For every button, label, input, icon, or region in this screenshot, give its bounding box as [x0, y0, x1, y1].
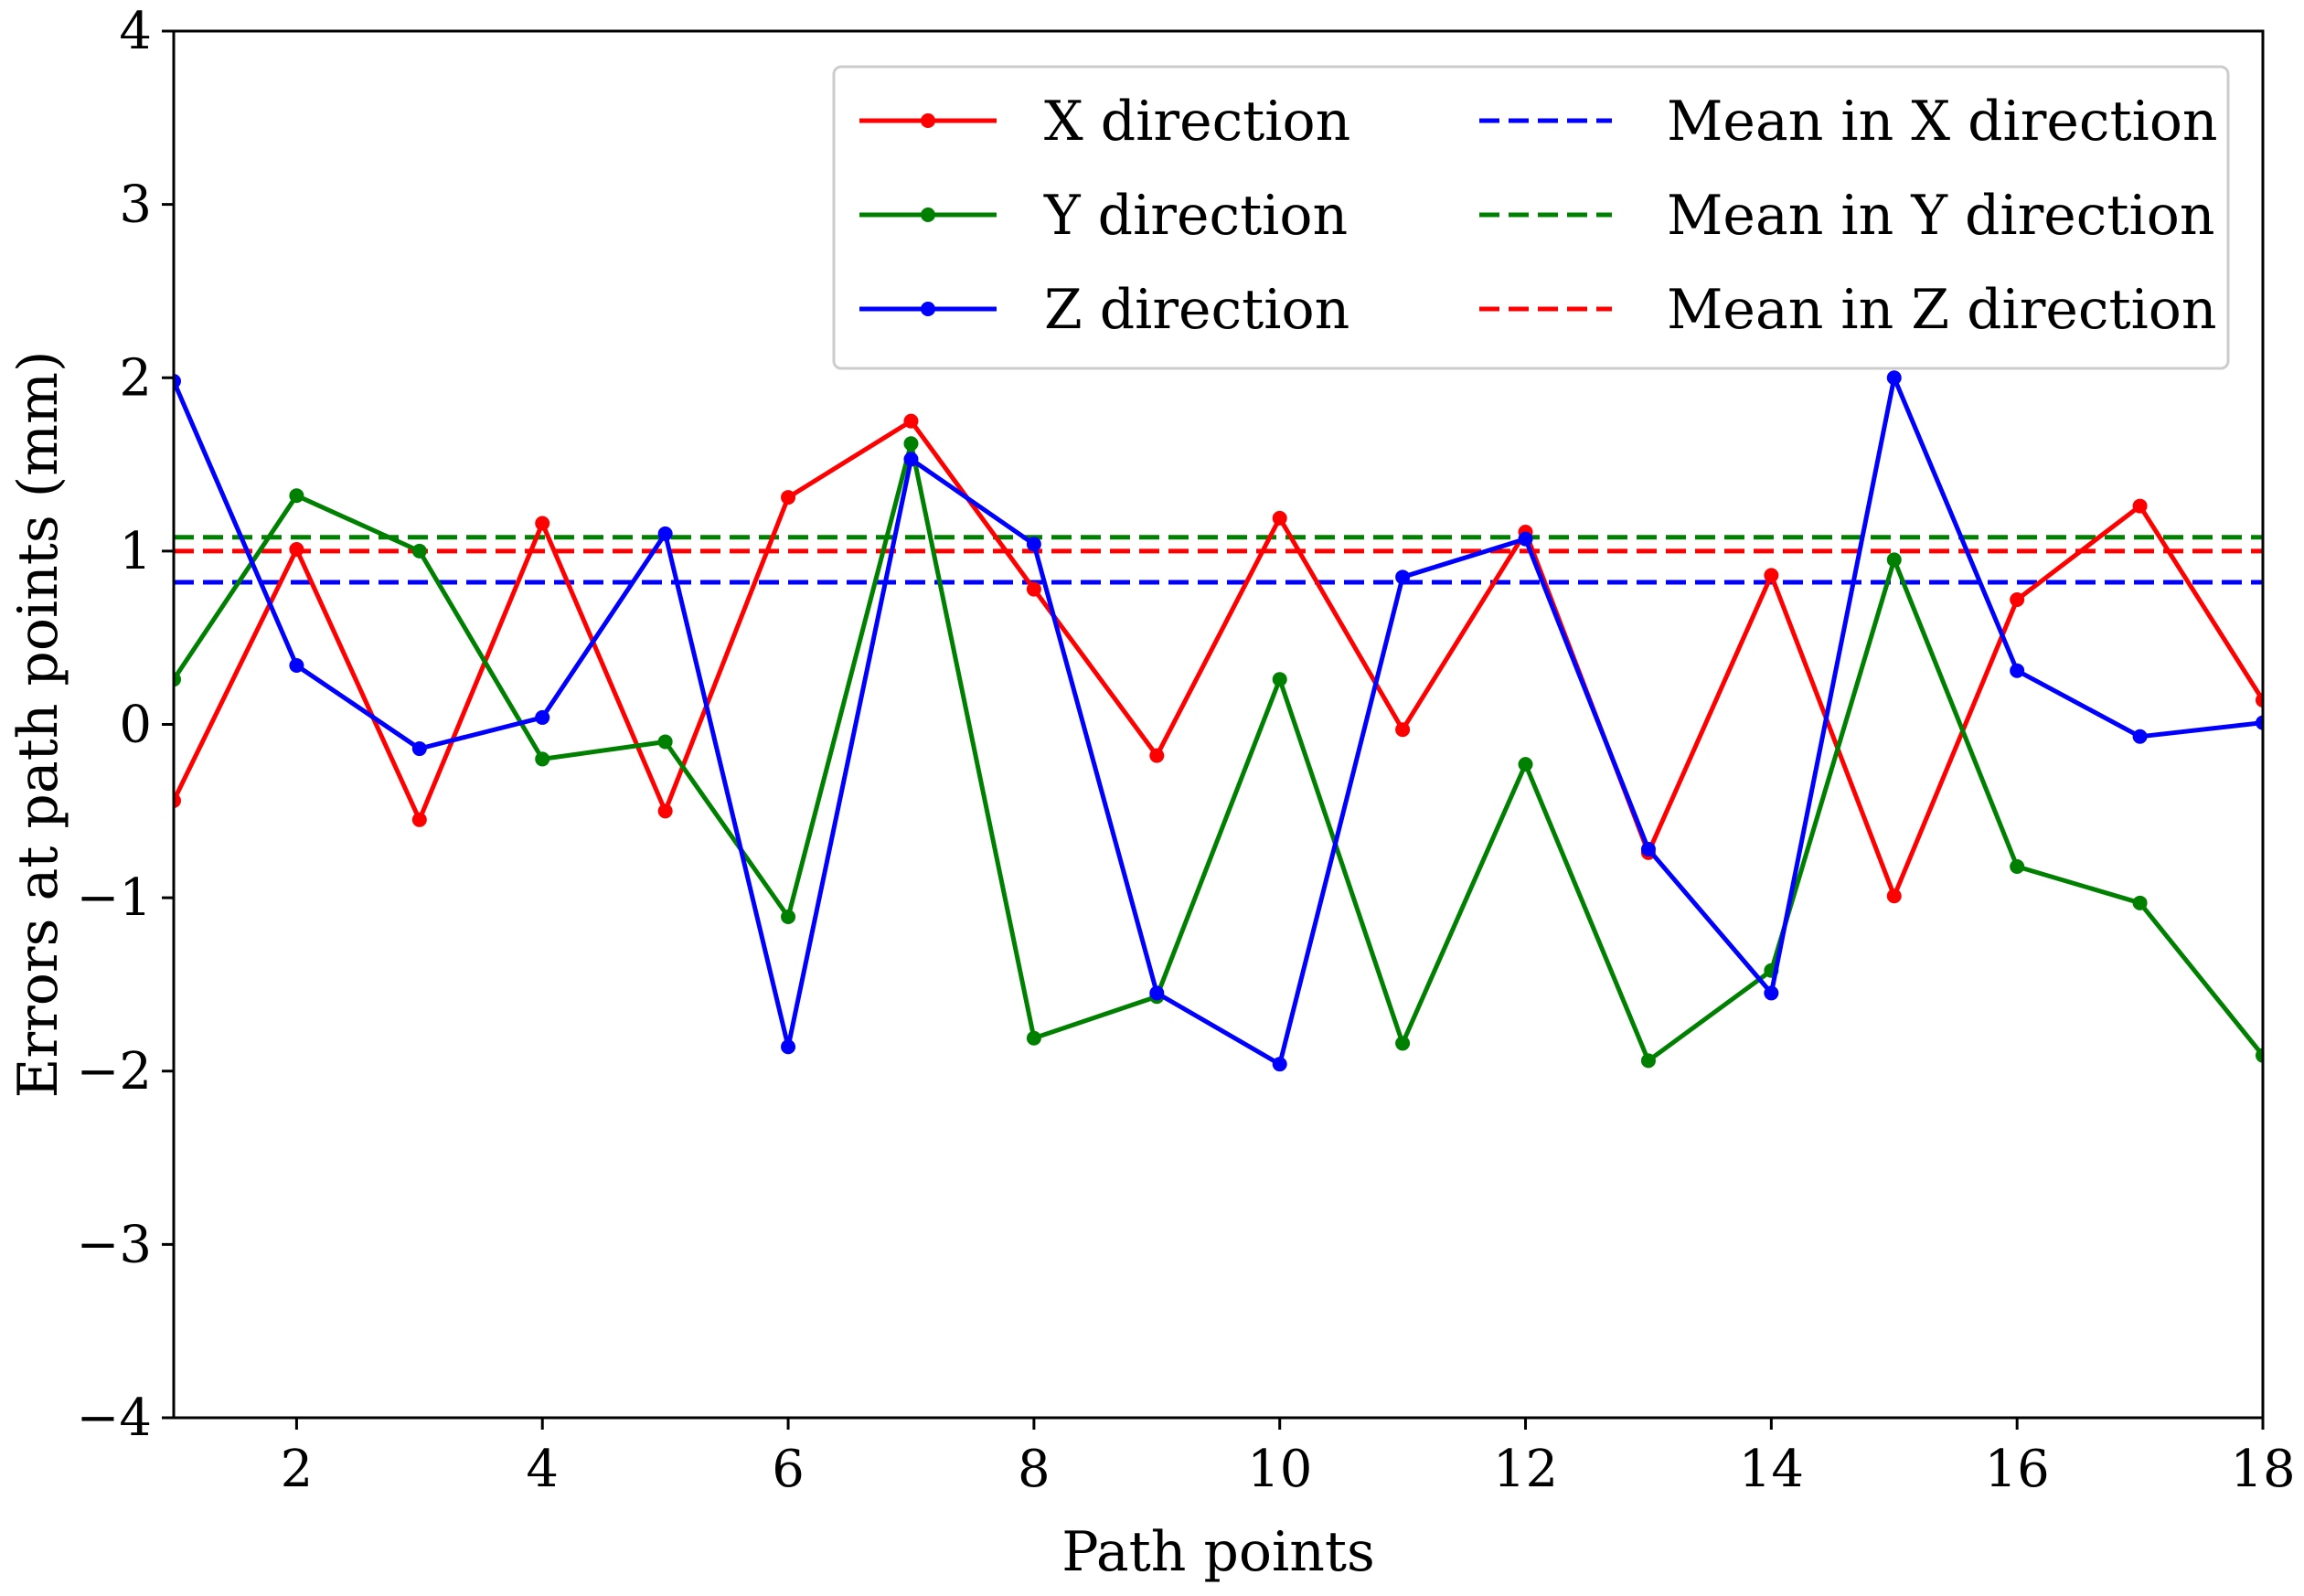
- x-direction-point: [781, 490, 796, 505]
- y-direction-point: [903, 436, 919, 452]
- x-tick-label: 2: [281, 1440, 314, 1499]
- x-tick-label: 8: [1018, 1440, 1051, 1499]
- x-direction-point: [2010, 591, 2025, 607]
- x-direction-point: [1764, 568, 1779, 583]
- z-direction-point: [2010, 663, 2025, 678]
- x-direction-point: [2132, 498, 2148, 514]
- x-direction-point: [1272, 510, 1287, 526]
- x-tick-label: 12: [1493, 1440, 1558, 1499]
- y-direction-point: [1026, 1030, 1041, 1046]
- y-tick-label: −1: [76, 868, 152, 928]
- x-axis-label: Path points: [1061, 1520, 1375, 1584]
- z-direction-point: [903, 452, 919, 467]
- x-direction-point: [1395, 722, 1411, 738]
- y-tick-label: 1: [119, 522, 152, 581]
- z-direction-point: [781, 1039, 796, 1055]
- legend-marker: [921, 302, 935, 316]
- x-tick-label: 6: [772, 1440, 805, 1499]
- x-direction-point: [1026, 581, 1041, 597]
- z-direction-point: [1026, 537, 1041, 552]
- y-direction-point: [2132, 895, 2148, 910]
- y-direction-point: [781, 909, 796, 924]
- x-direction-point: [1886, 888, 1902, 904]
- x-direction-point: [903, 413, 919, 429]
- z-direction-point: [1764, 985, 1779, 1001]
- y-direction-point: [2256, 1048, 2263, 1063]
- legend-entry-x-direction: X direction: [859, 90, 1350, 154]
- y-direction-point: [535, 751, 550, 767]
- y-axis-ticks: −4 −3 −2 −1 0 1 2 3 4: [76, 2, 174, 1448]
- x-direction-point: [2256, 692, 2263, 708]
- y-tick-label: 4: [119, 2, 152, 61]
- x-tick-label: 14: [1739, 1440, 1804, 1499]
- legend-marker: [921, 113, 935, 128]
- y-direction-point: [1395, 1036, 1411, 1051]
- z-direction-point: [1518, 531, 1533, 547]
- y-direction-point: [174, 672, 181, 687]
- y-axis-label: Errors at path points (mm): [6, 351, 70, 1099]
- y-tick-label: 2: [119, 348, 152, 408]
- legend-entry-z-direction: Z direction: [859, 278, 1349, 342]
- x-axis-ticks: 2 4 6 8 10 12 14 16 18: [281, 1418, 2296, 1499]
- y-direction-point: [2010, 858, 2025, 874]
- legend-label: Mean in Z direction: [1667, 278, 2217, 342]
- z-direction-point: [657, 526, 673, 541]
- legend-label: Z direction: [1044, 278, 1349, 342]
- legend-entry-mean-in-x-direction: Mean in X direction: [1479, 90, 2218, 154]
- y-tick-label: 3: [119, 176, 152, 235]
- legend-label: Y direction: [1043, 184, 1348, 248]
- x-tick-label: 18: [2230, 1440, 2295, 1499]
- legend-entry-y-direction: Y direction: [859, 184, 1348, 248]
- y-tick-label: −4: [76, 1389, 152, 1448]
- x-direction-point: [535, 516, 550, 531]
- y-direction-point: [657, 734, 673, 750]
- x-direction-point: [657, 803, 673, 819]
- z-direction-point: [1395, 569, 1411, 585]
- x-direction-line: [174, 419, 2263, 899]
- x-direction-point: [411, 812, 427, 827]
- legend-entry-mean-in-z-direction: Mean in Z direction: [1479, 278, 2217, 342]
- y-tick-label: −3: [76, 1215, 152, 1274]
- y-direction-point: [1886, 552, 1902, 568]
- x-direction-point: [289, 541, 304, 557]
- y-direction-point: [1640, 1053, 1656, 1069]
- y-direction-point: [411, 543, 427, 559]
- z-direction-point: [2256, 715, 2263, 730]
- y-direction-line: [174, 441, 2263, 1063]
- series-layer: [174, 370, 2263, 1072]
- z-direction-series: [174, 370, 2263, 1072]
- legend-box: [832, 65, 2230, 370]
- z-direction-point: [411, 741, 427, 757]
- legend-label: Mean in Y direction: [1667, 184, 2214, 248]
- y-tick-label: −2: [76, 1042, 152, 1101]
- y-tick-label: 0: [119, 696, 152, 755]
- z-direction-point: [1886, 370, 1902, 386]
- z-direction-point: [1272, 1057, 1287, 1072]
- z-direction-point: [535, 709, 550, 725]
- y-direction-point: [1272, 672, 1287, 687]
- legend-label: Mean in X direction: [1667, 90, 2218, 154]
- z-direction-point: [289, 658, 304, 674]
- y-direction-point: [1518, 757, 1533, 772]
- x-direction-point: [1149, 748, 1165, 763]
- x-tick-label: 4: [526, 1440, 559, 1499]
- z-direction-point: [174, 374, 181, 389]
- z-direction-point: [1149, 985, 1165, 1001]
- z-direction-point: [2132, 729, 2148, 744]
- x-direction-point: [174, 793, 181, 808]
- legend-label: X direction: [1044, 90, 1350, 154]
- x-tick-label: 16: [1985, 1440, 2050, 1499]
- z-direction-point: [1640, 842, 1656, 857]
- legend-entry-mean-in-y-direction: Mean in Y direction: [1479, 184, 2214, 248]
- x-tick-label: 10: [1247, 1440, 1312, 1499]
- y-direction-point: [289, 488, 304, 504]
- legend: X direction Y direction Z direction Mean in…: [832, 65, 2230, 370]
- mean-lines-layer: [174, 535, 2263, 585]
- legend-marker: [921, 207, 935, 222]
- z-direction-line: [174, 375, 2263, 1067]
